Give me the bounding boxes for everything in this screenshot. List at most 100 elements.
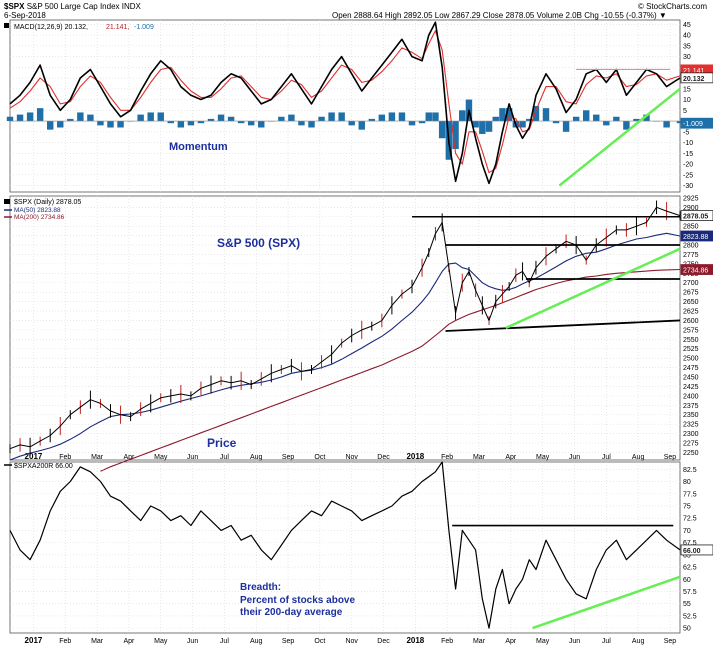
quote-values: Open 2888.64 High 2892.05 Low 2867.29 Cl… bbox=[332, 11, 657, 20]
x-tick-label: Aug bbox=[250, 638, 263, 645]
x-tick-label: Dec bbox=[377, 638, 390, 645]
symbol: $SPX bbox=[4, 2, 25, 11]
index-name: S&P 500 Large Cap Index bbox=[26, 2, 120, 11]
y-tick-label: 2475 bbox=[683, 365, 699, 372]
price-legend: $SPX (Daily) 2878.05 bbox=[14, 199, 81, 206]
breadth-annotation: Breadth: bbox=[240, 582, 281, 593]
x-tick-label: Feb bbox=[59, 454, 71, 461]
y-tick-label: 2800 bbox=[683, 243, 699, 250]
y-tick-label: 72.5 bbox=[683, 516, 697, 523]
value-tag bbox=[680, 230, 713, 242]
y-tick-label: 35 bbox=[683, 43, 691, 50]
channel-line bbox=[445, 319, 681, 332]
x-tick-label: Jun bbox=[187, 638, 198, 645]
histogram-bar bbox=[308, 121, 315, 128]
histogram-bar bbox=[432, 112, 439, 122]
y-tick-label: 2925 bbox=[683, 195, 699, 202]
x-tick-label: May bbox=[154, 454, 168, 461]
y-tick-label: 50 bbox=[683, 626, 691, 633]
ma50-line bbox=[9, 232, 681, 461]
histogram-bar bbox=[572, 116, 580, 122]
y-tick-label: 2250 bbox=[683, 450, 699, 457]
histogram-bar bbox=[107, 121, 114, 128]
y-tick-label: 15 bbox=[683, 86, 691, 93]
x-tick-label: Mar bbox=[473, 638, 486, 645]
x-tick-label: 2017 bbox=[25, 636, 43, 645]
breadth-annotation-line: their 200-day average bbox=[240, 607, 343, 618]
ma50-legend: MA(50) 2823.88 bbox=[14, 207, 61, 214]
y-tick-label: 67.5 bbox=[683, 540, 697, 547]
y-tick-label: 82.5 bbox=[683, 467, 697, 474]
panel-frame-breadth bbox=[9, 461, 681, 634]
y-tick-label: 2450 bbox=[683, 375, 699, 382]
y-tick-label: -30 bbox=[683, 183, 693, 190]
macd-line bbox=[9, 21, 681, 185]
histogram-bar bbox=[57, 121, 64, 128]
histogram-bar bbox=[328, 112, 335, 122]
histogram-bar bbox=[532, 106, 540, 122]
legend-swatch bbox=[4, 23, 9, 28]
value-tag-label: 66.00 bbox=[683, 548, 701, 555]
value-tag bbox=[680, 117, 713, 129]
histogram-bar bbox=[472, 121, 479, 128]
histogram-bar bbox=[452, 121, 459, 149]
x-tick-label: Aug bbox=[632, 454, 645, 461]
x-tick-label: Sep bbox=[664, 454, 677, 461]
histogram-bar bbox=[227, 116, 235, 122]
histogram-bar bbox=[338, 112, 345, 122]
value-tag-label: 2878.05 bbox=[683, 214, 708, 221]
histogram-bar bbox=[643, 114, 650, 122]
histogram-bar bbox=[526, 118, 533, 122]
value-tag-label: 20.132 bbox=[683, 76, 705, 83]
y-tick-label: 2775 bbox=[683, 252, 699, 259]
y-tick-label: 2400 bbox=[683, 393, 699, 400]
histogram-bar bbox=[542, 108, 550, 122]
y-tick-label: 2900 bbox=[683, 205, 699, 212]
histogram-bar bbox=[663, 121, 670, 128]
histogram-bar bbox=[438, 121, 446, 139]
value-tag bbox=[680, 72, 713, 84]
breadth-annotation-line: Percent of stocks above bbox=[240, 595, 355, 606]
y-tick-label: 52.5 bbox=[683, 613, 697, 620]
histogram-bar bbox=[368, 118, 376, 122]
x-tick-label: Feb bbox=[441, 638, 453, 645]
y-tick-label: 2575 bbox=[683, 327, 699, 334]
histogram-bar bbox=[46, 121, 54, 130]
x-tick-label: Sep bbox=[282, 454, 295, 461]
price-annotation: Price bbox=[207, 436, 237, 450]
value-tag-label: 2823.88 bbox=[683, 234, 708, 241]
histogram-bar bbox=[593, 114, 600, 122]
histogram-bar bbox=[137, 114, 144, 122]
x-tick-label: Oct bbox=[314, 454, 325, 461]
y-tick-label: 60 bbox=[683, 577, 691, 584]
histogram-bar bbox=[217, 114, 225, 122]
exchange: INDX bbox=[121, 2, 141, 11]
x-tick-label: May bbox=[536, 454, 550, 461]
momentum-annotation: Momentum bbox=[169, 141, 228, 153]
breadth-line bbox=[9, 461, 681, 629]
histogram-bar bbox=[408, 121, 416, 126]
y-tick-label: -10 bbox=[683, 140, 693, 147]
y-tick-label: 2275 bbox=[683, 441, 699, 448]
x-tick-label: Nov bbox=[345, 638, 358, 645]
y-tick-label: 55 bbox=[683, 601, 691, 608]
histogram-bar bbox=[6, 116, 14, 122]
y-tick-label: 2500 bbox=[683, 356, 699, 363]
chart-date: 6-Sep-2018 bbox=[4, 11, 46, 20]
x-tick-label: Apr bbox=[505, 638, 517, 645]
x-tick-label: Jun bbox=[569, 454, 580, 461]
x-tick-label: Aug bbox=[250, 454, 263, 461]
price-line bbox=[9, 206, 681, 450]
y-tick-label: 2325 bbox=[683, 422, 699, 429]
histogram-bar bbox=[378, 114, 386, 122]
histogram-bar bbox=[388, 112, 396, 122]
histogram-bar bbox=[492, 116, 499, 122]
y-tick-label: 2525 bbox=[683, 346, 699, 353]
y-tick-label: 70 bbox=[683, 528, 691, 535]
x-tick-label: Apr bbox=[505, 454, 517, 461]
histogram-bar bbox=[117, 121, 124, 128]
y-tick-label: 2700 bbox=[683, 280, 699, 287]
chart-header-line1: $SPX S&P 500 Large Cap Index INDX bbox=[4, 2, 141, 11]
y-tick-label: 62.5 bbox=[683, 565, 697, 572]
histogram-bar bbox=[582, 110, 590, 122]
